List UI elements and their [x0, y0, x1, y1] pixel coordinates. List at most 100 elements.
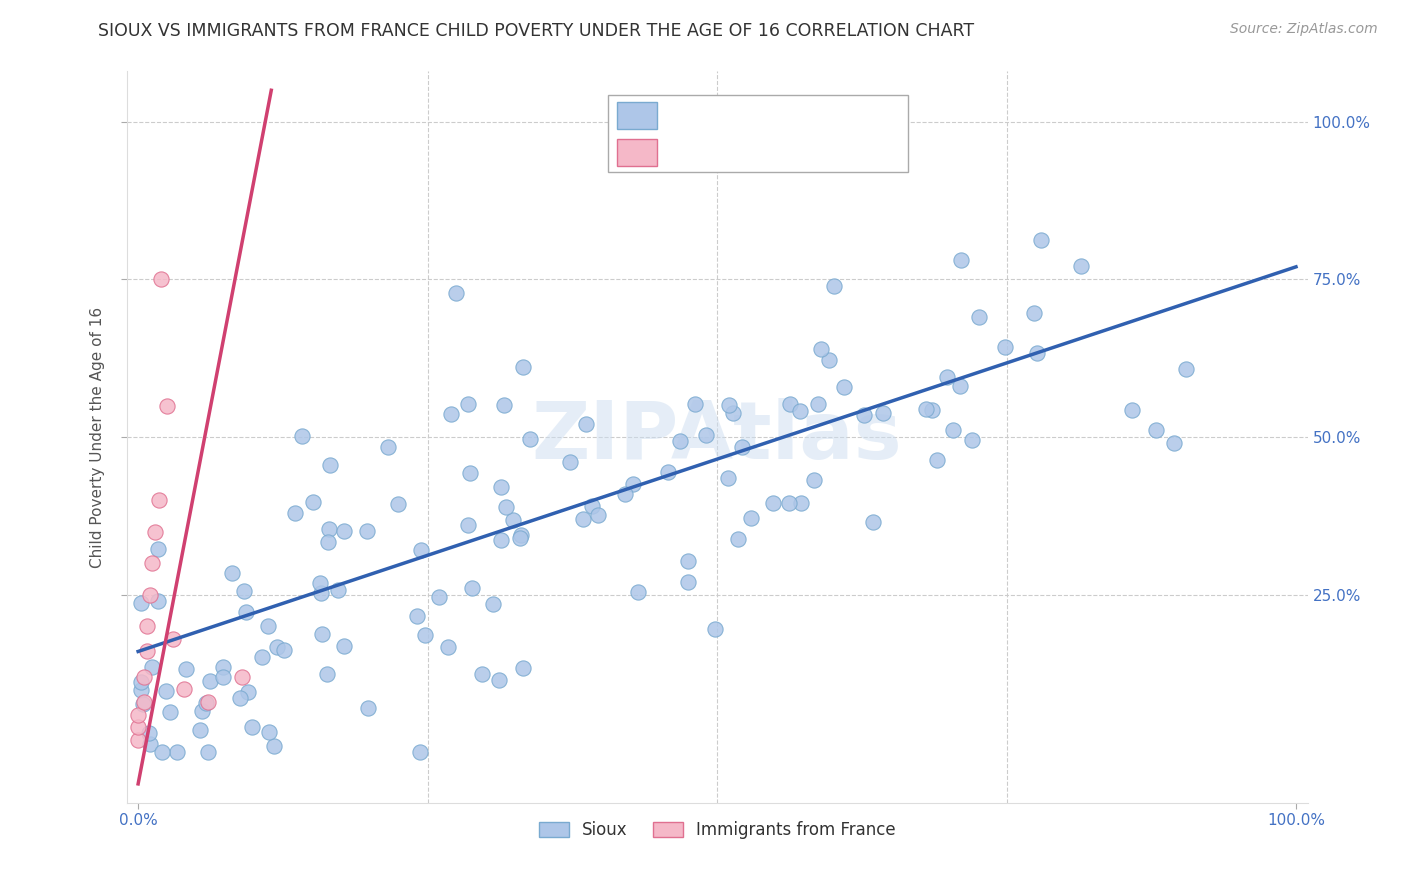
- Point: [263, 739, 285, 753]
- Point: [150, 272, 173, 286]
- Text: R = 0.665: R = 0.665: [669, 106, 768, 124]
- Point: [291, 429, 314, 443]
- Point: [657, 465, 679, 479]
- Legend: Sioux, Immigrants from France: Sioux, Immigrants from France: [531, 814, 903, 846]
- Point: [333, 524, 356, 538]
- Point: [789, 403, 811, 417]
- Point: [695, 428, 717, 442]
- Text: R = 0.671: R = 0.671: [669, 144, 768, 161]
- Point: [138, 588, 160, 602]
- Point: [409, 745, 432, 759]
- Point: [481, 597, 503, 611]
- Point: [238, 685, 260, 699]
- Point: [669, 434, 692, 449]
- Point: [198, 674, 221, 689]
- Point: [156, 399, 179, 413]
- Point: [872, 406, 894, 420]
- Point: [131, 683, 153, 698]
- Point: [509, 531, 531, 545]
- Point: [623, 477, 645, 491]
- Point: [993, 340, 1015, 354]
- Point: [136, 644, 159, 658]
- Point: [853, 408, 876, 422]
- Point: [762, 495, 785, 509]
- Point: [136, 619, 159, 633]
- Point: [685, 397, 707, 411]
- Point: [311, 627, 333, 641]
- Point: [316, 534, 339, 549]
- Point: [803, 473, 825, 487]
- Point: [212, 670, 235, 684]
- Point: [581, 500, 603, 514]
- Point: [332, 639, 354, 653]
- Point: [413, 627, 436, 641]
- Point: [132, 695, 155, 709]
- Point: [132, 697, 155, 711]
- Point: [240, 720, 263, 734]
- Point: [721, 406, 744, 420]
- Point: [1026, 346, 1049, 360]
- Point: [717, 471, 740, 485]
- Point: [127, 732, 149, 747]
- Point: [586, 508, 609, 523]
- Text: ZIPAtlas: ZIPAtlas: [531, 398, 903, 476]
- Point: [519, 432, 541, 446]
- Point: [960, 433, 983, 447]
- Point: [357, 701, 380, 715]
- Point: [174, 662, 197, 676]
- Point: [935, 369, 957, 384]
- Point: [823, 278, 845, 293]
- Point: [740, 511, 762, 525]
- Point: [510, 527, 533, 541]
- Text: SIOUX VS IMMIGRANTS FROM FRANCE CHILD POVERTY UNDER THE AGE OF 16 CORRELATION CH: SIOUX VS IMMIGRANTS FROM FRANCE CHILD PO…: [98, 22, 974, 40]
- Bar: [617, 102, 657, 129]
- Point: [197, 745, 219, 759]
- Point: [492, 398, 515, 412]
- Point: [411, 543, 433, 558]
- Point: [927, 453, 949, 467]
- Point: [779, 396, 801, 410]
- Point: [387, 497, 409, 511]
- Point: [311, 586, 333, 600]
- Point: [1175, 361, 1198, 376]
- Point: [495, 500, 517, 515]
- Point: [676, 575, 699, 590]
- Point: [807, 397, 830, 411]
- Point: [491, 480, 513, 494]
- Point: [832, 379, 855, 393]
- Point: [132, 670, 155, 684]
- Text: Source: ZipAtlas.com: Source: ZipAtlas.com: [1230, 22, 1378, 37]
- Point: [626, 585, 648, 599]
- Point: [141, 556, 163, 570]
- Y-axis label: Child Poverty Under the Age of 16: Child Poverty Under the Age of 16: [90, 307, 105, 567]
- Point: [197, 695, 219, 709]
- Point: [950, 252, 973, 267]
- Point: [1121, 403, 1143, 417]
- Point: [1029, 233, 1052, 247]
- Bar: [617, 138, 657, 166]
- Point: [921, 403, 943, 417]
- Point: [250, 650, 273, 665]
- Point: [457, 517, 479, 532]
- Point: [572, 512, 595, 526]
- Point: [173, 682, 195, 697]
- Point: [457, 396, 479, 410]
- Point: [273, 643, 295, 657]
- Point: [1144, 423, 1167, 437]
- Point: [440, 407, 463, 421]
- Text: N = 128: N = 128: [800, 106, 880, 124]
- Point: [676, 554, 699, 568]
- Point: [356, 524, 378, 538]
- Point: [502, 513, 524, 527]
- Text: N =  17: N = 17: [800, 144, 873, 161]
- Point: [967, 310, 990, 325]
- Point: [575, 417, 598, 432]
- Point: [942, 423, 965, 437]
- Point: [512, 360, 534, 375]
- Point: [129, 596, 152, 610]
- Point: [150, 745, 173, 759]
- Point: [471, 667, 494, 681]
- Point: [810, 342, 832, 356]
- Point: [461, 581, 484, 595]
- Point: [257, 725, 280, 739]
